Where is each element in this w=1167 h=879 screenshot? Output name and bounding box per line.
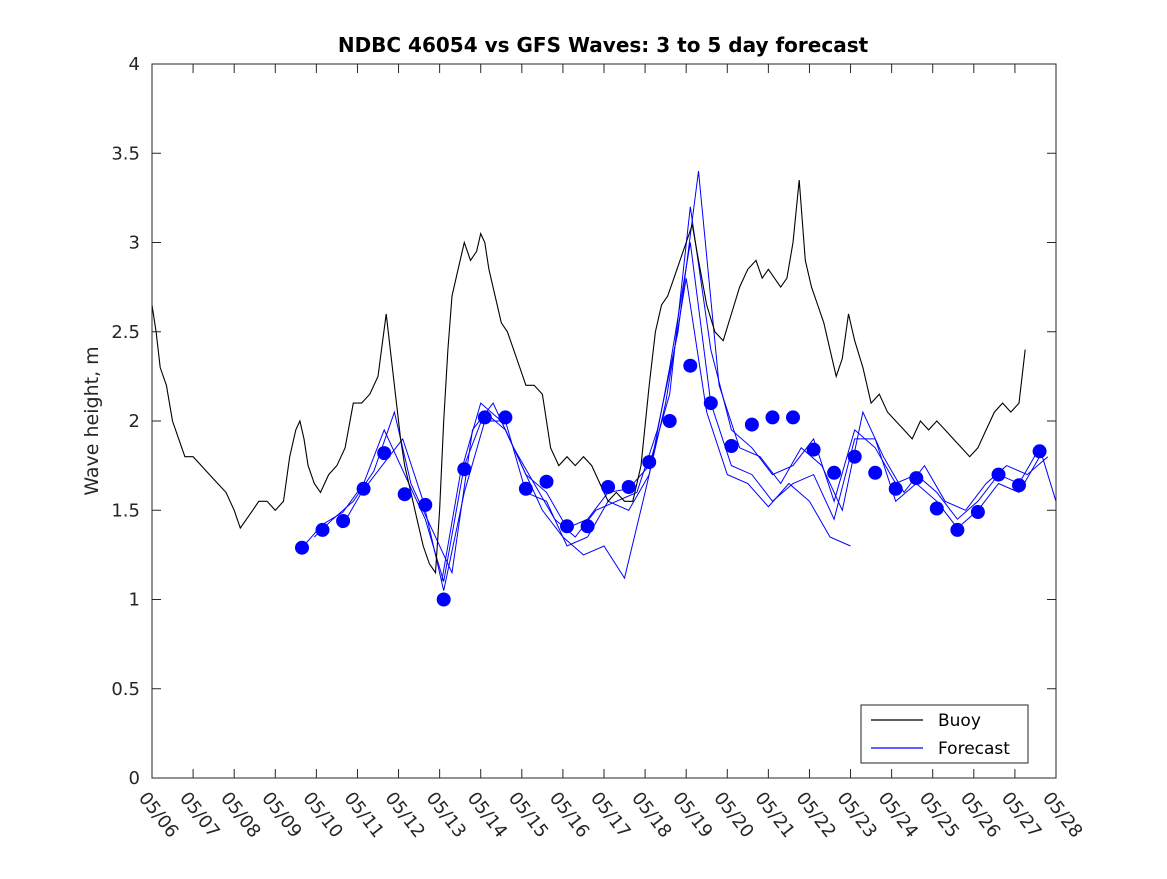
y-tick-label: 4 — [129, 54, 140, 75]
chart-title: NDBC 46054 vs GFS Waves: 3 to 5 day fore… — [338, 33, 869, 57]
legend-label: Forecast — [938, 739, 1010, 759]
legend-box — [860, 704, 1029, 764]
forecast-point — [560, 519, 574, 534]
forecast-point — [724, 439, 739, 453]
forecast-point — [888, 481, 903, 496]
forecast-point — [356, 481, 371, 496]
forecast-point — [868, 465, 883, 480]
forecast-point — [929, 501, 944, 516]
forecast-point — [703, 396, 718, 411]
forecast-point — [909, 471, 924, 486]
forecast-point — [397, 487, 412, 502]
forecast-point — [950, 522, 965, 537]
forecast-point — [498, 410, 513, 425]
y-tick-label: 1 — [129, 590, 140, 611]
y-tick-label: 0.5 — [111, 679, 140, 700]
forecast-point — [1012, 478, 1026, 493]
forecast-point — [765, 410, 780, 425]
forecast-point — [683, 358, 698, 373]
forecast-run-line-2 — [313, 171, 1049, 575]
legend: Buoy Forecast — [860, 704, 1029, 764]
forecast-run-line-1 — [301, 206, 1056, 582]
forecast-point — [336, 514, 351, 528]
forecast-point — [827, 465, 842, 480]
y-tick-label: 2 — [129, 411, 140, 432]
forecast-run-line-4 — [441, 278, 851, 582]
y-tick-label: 3 — [129, 233, 140, 254]
y-tick-label: 2.5 — [111, 322, 140, 343]
y-tick-label: 3.5 — [111, 143, 140, 164]
forecast-point — [847, 449, 862, 464]
forecast-point — [806, 442, 821, 457]
forecast-point — [1032, 444, 1047, 459]
forecast-point — [786, 410, 800, 425]
forecast-point — [295, 540, 309, 555]
y-tick-label: 1.5 — [111, 500, 140, 521]
forecast-point — [601, 480, 616, 494]
forecast-point — [744, 417, 759, 432]
forecast-run-line-3 — [340, 242, 1041, 591]
forecast-point — [477, 410, 492, 425]
forecast-point — [621, 480, 636, 494]
forecast-point — [518, 481, 533, 496]
forecast-point — [991, 467, 1006, 482]
buoy-series-line — [152, 179, 1026, 575]
forecast-point — [377, 446, 392, 461]
legend-label: Buoy — [938, 711, 981, 731]
forecast-point — [580, 519, 595, 534]
forecast-point — [418, 497, 433, 512]
forecast-point — [539, 474, 554, 489]
y-tick-label: 0 — [129, 768, 140, 789]
forecast-point — [315, 522, 330, 537]
y-axis-label: Wave height, m — [81, 346, 103, 495]
forecast-point — [642, 455, 657, 470]
forecast-point — [457, 462, 472, 477]
forecast-point — [970, 505, 985, 519]
forecast-point — [436, 592, 451, 607]
forecast-point — [662, 414, 677, 428]
